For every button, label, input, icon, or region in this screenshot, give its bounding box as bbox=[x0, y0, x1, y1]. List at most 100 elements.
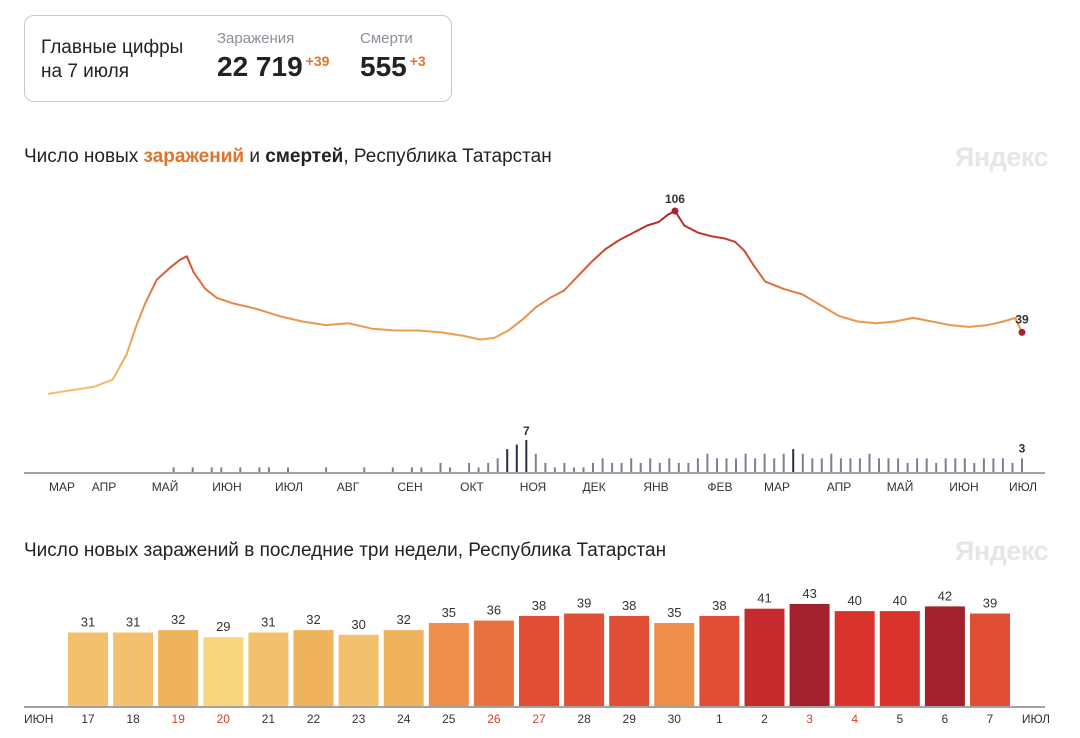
day-value-label: 32 bbox=[396, 612, 410, 627]
deaths-bar bbox=[677, 462, 680, 472]
chart1-month-label: НОЯ bbox=[520, 480, 546, 494]
deaths-bar bbox=[639, 462, 642, 472]
day-value-label: 32 bbox=[171, 612, 185, 627]
day-label: 20 bbox=[217, 712, 231, 726]
day-bar bbox=[68, 632, 108, 706]
deaths-bar bbox=[449, 467, 451, 472]
day-label: 6 bbox=[942, 712, 949, 726]
deaths-bar bbox=[687, 462, 690, 472]
deaths-bar bbox=[563, 462, 566, 472]
chart1-month-label: МАР bbox=[49, 480, 75, 494]
deaths-bar bbox=[496, 458, 499, 472]
deaths-bar bbox=[534, 453, 537, 472]
deaths-bar bbox=[592, 462, 594, 472]
day-label: 28 bbox=[577, 712, 591, 726]
day-value-label: 40 bbox=[893, 593, 907, 608]
day-label: 7 bbox=[987, 712, 994, 726]
chart1-month-label: АПР bbox=[92, 480, 117, 494]
yandex-logo-2: Яндекс bbox=[954, 536, 1049, 566]
deaths-bar bbox=[906, 462, 909, 472]
day-value-label: 29 bbox=[216, 619, 230, 634]
deaths-bar bbox=[1021, 458, 1023, 472]
deaths-bar bbox=[191, 467, 194, 472]
day-value-label: 43 bbox=[802, 586, 816, 601]
deaths-value-row: 555 +3 bbox=[360, 51, 426, 83]
day-bar bbox=[654, 623, 695, 706]
day-label: 27 bbox=[532, 712, 546, 726]
deaths-bar bbox=[735, 458, 737, 472]
day-label: 26 bbox=[487, 712, 501, 726]
deaths-peak-label: 7 bbox=[523, 424, 530, 438]
day-label: 1 bbox=[716, 712, 723, 726]
day-bar bbox=[338, 634, 379, 706]
chart1-month-label: АПР bbox=[827, 480, 852, 494]
day-value-label: 42 bbox=[938, 588, 952, 603]
day-bar bbox=[428, 623, 469, 706]
day-bar bbox=[519, 615, 559, 706]
deaths-end-label: 3 bbox=[1019, 441, 1026, 455]
deaths-bar bbox=[544, 462, 547, 472]
deaths-bar bbox=[239, 467, 242, 472]
chart1-title-middle: и bbox=[244, 146, 266, 167]
deaths-bar bbox=[468, 462, 471, 472]
deaths-bar bbox=[849, 458, 852, 472]
deaths-bar bbox=[620, 462, 623, 472]
chart1-month-label: МАЙ bbox=[887, 479, 914, 494]
day-value-label: 40 bbox=[847, 593, 861, 608]
chart2-month-start-label: ИЮН bbox=[24, 712, 53, 726]
summary-card: Главные цифры на 7 июля Заражения 22 719… bbox=[24, 15, 452, 102]
chart1-month-label: ДЕК bbox=[582, 480, 605, 494]
chart1-month-label: ИЮН bbox=[212, 480, 241, 494]
deaths-bar bbox=[477, 467, 480, 472]
deaths-bar bbox=[935, 462, 938, 472]
infections-value-row: 22 719 +39 bbox=[217, 51, 329, 83]
deaths-bar bbox=[391, 467, 394, 472]
deaths-bar bbox=[706, 453, 709, 472]
deaths-bar bbox=[601, 458, 604, 472]
chart1-month-label: МАР bbox=[764, 480, 790, 494]
infections-peak-dot bbox=[671, 207, 679, 215]
day-value-label: 31 bbox=[81, 615, 95, 630]
chart1-month-label: ИЮЛ bbox=[275, 480, 303, 494]
deaths-bar bbox=[668, 458, 671, 472]
day-bar bbox=[564, 613, 605, 706]
deaths-bar bbox=[878, 458, 880, 472]
day-bar bbox=[248, 632, 289, 706]
deaths-bar bbox=[925, 458, 928, 472]
day-label: 29 bbox=[623, 712, 637, 726]
infections-label: Заражения bbox=[217, 30, 295, 47]
day-bar bbox=[699, 615, 740, 706]
infections-stat: Заражения 22 719 +39 bbox=[217, 30, 329, 83]
day-bar bbox=[789, 604, 830, 706]
deaths-bar bbox=[258, 467, 261, 472]
deaths-bar bbox=[887, 458, 890, 472]
deaths-bar bbox=[820, 458, 823, 472]
deaths-bar bbox=[439, 462, 442, 472]
deaths-bar bbox=[487, 462, 490, 472]
deaths-bar bbox=[410, 467, 413, 472]
day-value-label: 31 bbox=[126, 615, 140, 630]
day-bar bbox=[744, 608, 785, 706]
summary-title-line2: на 7 июля bbox=[41, 61, 130, 82]
day-value-label: 35 bbox=[442, 605, 456, 620]
deaths-bar bbox=[801, 453, 804, 472]
deaths-bar bbox=[973, 462, 976, 472]
day-value-label: 38 bbox=[622, 598, 636, 613]
deaths-bar bbox=[658, 462, 661, 472]
day-label: 21 bbox=[262, 712, 276, 726]
deaths-bar bbox=[1001, 458, 1004, 472]
chart1-title-prefix: Число новых bbox=[24, 146, 144, 167]
day-bar bbox=[970, 613, 1010, 706]
deaths-bar bbox=[420, 467, 423, 472]
chart1-month-label: АВГ bbox=[337, 480, 360, 494]
deaths-bar bbox=[611, 462, 614, 472]
deaths-bar bbox=[868, 453, 871, 472]
infections-end-label: 39 bbox=[1015, 312, 1029, 326]
chart1-month-label: ФЕВ bbox=[707, 480, 732, 494]
deaths-bar bbox=[982, 458, 985, 472]
summary-title: Главные цифры на 7 июля bbox=[41, 36, 183, 84]
day-value-label: 31 bbox=[261, 615, 275, 630]
day-bar bbox=[203, 637, 244, 706]
deaths-bar bbox=[792, 449, 795, 472]
deaths-bar bbox=[954, 458, 957, 472]
